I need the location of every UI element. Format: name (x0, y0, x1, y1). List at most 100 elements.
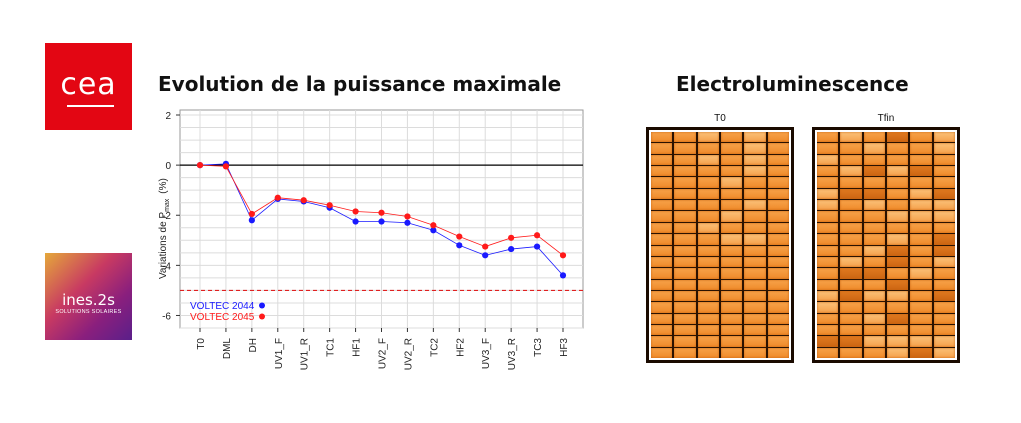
data-point (533, 232, 541, 239)
el-cell (767, 256, 789, 268)
el-cell (674, 166, 696, 177)
el-cell (933, 302, 955, 313)
el-cell (840, 132, 862, 143)
x-tick-label: UV1_R (300, 338, 311, 370)
el-cell (863, 268, 885, 279)
axes: 2 0 -2 -4 -6 T0 DML DH UV1_F UV1_R TC1 HF1 UV2_F UV2_… (162, 111, 570, 370)
data-point (430, 227, 437, 234)
el-cell (651, 234, 673, 245)
el-cell (767, 347, 789, 358)
el-cell (910, 154, 932, 166)
data-point (378, 218, 385, 225)
el-cell (721, 279, 743, 290)
el-cell (721, 154, 743, 166)
el-cell (933, 336, 955, 347)
el-cell (767, 279, 789, 290)
el-cell (674, 347, 696, 358)
el-cell (651, 177, 673, 188)
el-cell (651, 166, 673, 177)
cea-logo-underline (67, 105, 114, 107)
el-cell (840, 222, 862, 234)
data-point (456, 242, 463, 249)
el-cell (933, 245, 955, 256)
x-tick-label: UV3_F (481, 338, 492, 369)
el-cell (651, 154, 673, 166)
el-cell (817, 188, 839, 200)
el-cell (817, 324, 839, 336)
el-cell (674, 245, 696, 256)
pmax-chart: 2 0 -2 -4 -6 T0 DML DH UV1_F UV1_R TC1 HF1 UV2_F UV2_… (158, 109, 584, 370)
el-cell (721, 234, 743, 245)
ines-logo: ines.2s SOLUTIONS SOLAIRES (45, 253, 132, 340)
el-cell (744, 234, 766, 245)
el-cell (840, 177, 862, 188)
cea-logo-text: cea (60, 67, 117, 102)
el-tfin-label: Tfin (877, 113, 895, 124)
el-cell (817, 143, 839, 154)
el-cell (674, 132, 696, 143)
el-cell (651, 336, 673, 347)
cea-logo: cea (45, 43, 132, 130)
data-point (559, 252, 567, 259)
el-cell (910, 347, 932, 358)
el-cell (817, 302, 839, 313)
x-tick-label: HF3 (559, 338, 570, 357)
el-cell (721, 200, 743, 211)
el-cell (863, 245, 885, 256)
el-cell (674, 211, 696, 222)
el-cell (697, 256, 719, 268)
data-point (352, 218, 359, 225)
series-layer (196, 160, 567, 279)
el-cell (767, 222, 789, 234)
el-cell (910, 132, 932, 143)
data-point (559, 272, 567, 279)
el-cell (697, 347, 719, 358)
el-cell (863, 143, 885, 154)
el-cell (674, 302, 696, 313)
el-cell (651, 347, 673, 358)
el-cell (744, 336, 766, 347)
el-cell (744, 302, 766, 313)
el-cell (933, 234, 955, 245)
el-cell (721, 313, 743, 324)
el-cell (721, 211, 743, 222)
el-cell (887, 177, 909, 188)
el-cell (674, 268, 696, 279)
el-cell (817, 279, 839, 290)
el-cell (840, 188, 862, 200)
el-cell (697, 200, 719, 211)
el-cell (840, 324, 862, 336)
data-point (508, 245, 515, 253)
el-cell (910, 302, 932, 313)
el-cell (910, 313, 932, 324)
el-cell (697, 222, 719, 234)
el-cell (817, 234, 839, 245)
data-point (248, 217, 255, 224)
y-axis-label-sub: max (164, 198, 171, 212)
el-cell (933, 290, 955, 302)
el-cell (721, 132, 743, 143)
el-cell (887, 302, 909, 313)
el-cell (721, 143, 743, 154)
el-cell (651, 256, 673, 268)
el-cell (863, 211, 885, 222)
el-cell (933, 188, 955, 200)
el-cell (651, 290, 673, 302)
data-point (482, 252, 489, 259)
el-cell (674, 154, 696, 166)
el-cell (674, 200, 696, 211)
el-cell (933, 154, 955, 166)
el-cell (767, 324, 789, 336)
el-cell (767, 166, 789, 177)
el-cell (863, 234, 885, 245)
el-cell (840, 143, 862, 154)
x-tick-label: UV3_R (507, 338, 518, 370)
el-cell (933, 211, 955, 222)
el-cell (767, 302, 789, 313)
el-cell (817, 211, 839, 222)
el-cell (651, 268, 673, 279)
data-point (274, 194, 281, 201)
ines-logo-text: ines.2s (62, 291, 115, 309)
el-cell (887, 234, 909, 245)
